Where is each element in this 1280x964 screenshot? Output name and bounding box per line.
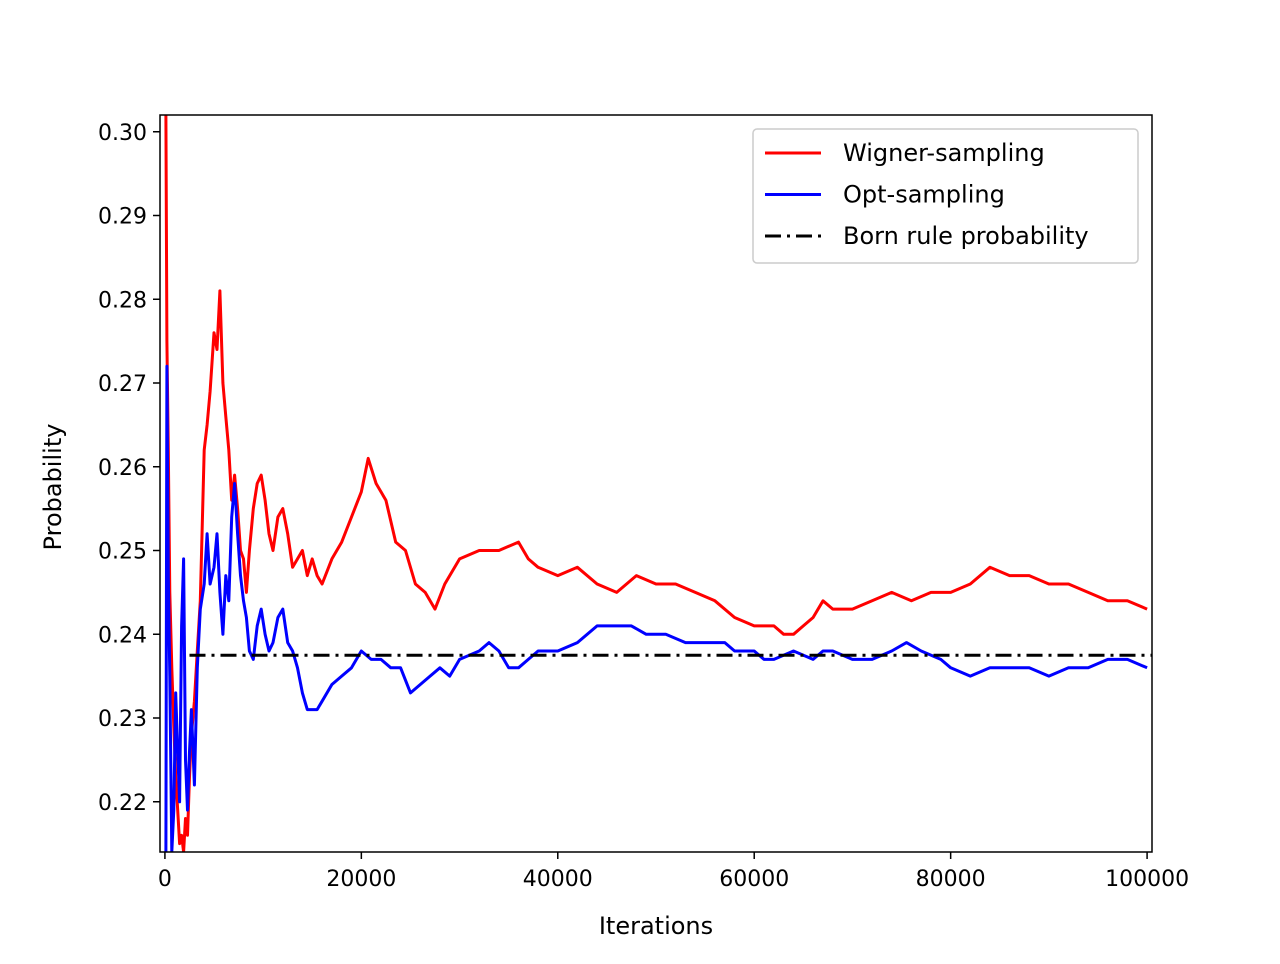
y-tick-label: 0.28 [98,288,147,313]
legend-box [752,128,1139,264]
legend-label: Born rule probability [843,222,1089,250]
legend-label: Wigner-sampling [843,139,1045,167]
x-axis: 0 20000 40000 60000 80000 100000 [158,852,1189,892]
y-tick-label: 0.26 [98,456,147,481]
y-axis: 0.22 0.23 0.24 0.25 0.26 0.27 0.28 0.29 0.30 [98,121,160,816]
x-tick-label: 20000 [326,867,396,892]
x-tick-label: 0 [158,867,172,892]
series-layer [164,115,1152,852]
plot-area-frame [159,114,1153,853]
x-tick-label: 40000 [523,867,593,892]
x-tick-label: 60000 [719,867,789,892]
y-tick-label: 0.23 [98,707,147,732]
legend: Wigner-sampling Opt-sampling Born rule pro… [752,128,1139,264]
y-tick-label: 0.24 [98,623,147,648]
y-tick-label: 0.22 [98,791,147,816]
legend-label: Opt-sampling [843,181,1005,209]
x-tick-label: 80000 [916,867,986,892]
y-tick-label: 0.25 [98,540,147,565]
x-tick-label: 100000 [1105,867,1189,892]
y-tick-label: 0.29 [98,205,147,230]
y-tick-label: 0.27 [98,372,147,397]
x-axis-label: Iterations [599,912,713,940]
series-line-2 [164,364,1148,852]
y-axis-label: Probability [39,424,67,551]
y-tick-label: 0.30 [98,121,147,146]
